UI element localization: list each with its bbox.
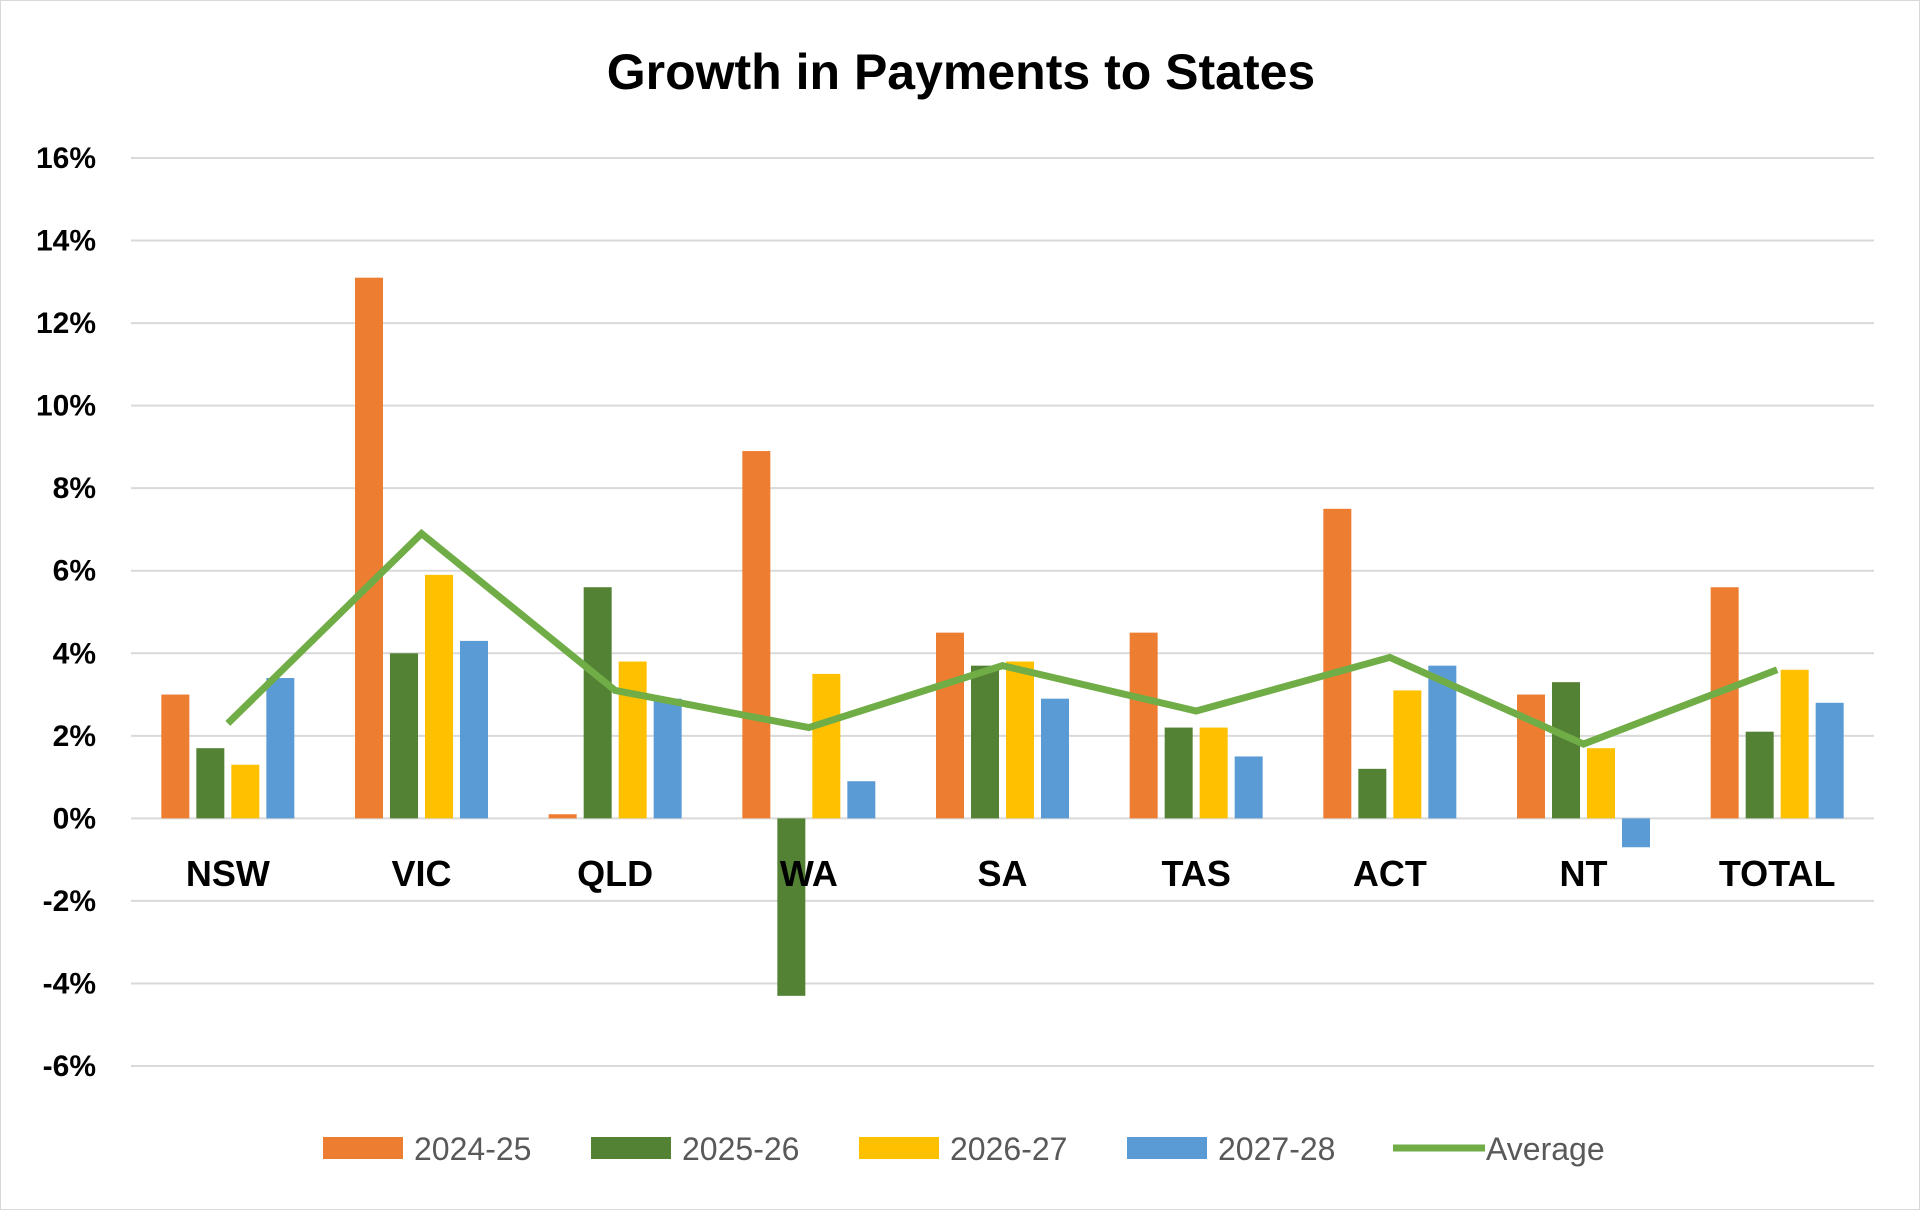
legend-label: 2027-28 <box>1218 1131 1335 1167</box>
bar-2027-28-SA <box>1041 699 1069 819</box>
gridlines <box>131 158 1874 1066</box>
bar-2025-26-TAS <box>1165 728 1193 819</box>
x-tick-label: NT <box>1560 853 1608 894</box>
legend-label: 2025-26 <box>682 1131 799 1167</box>
y-tick-label: -4% <box>43 967 96 1000</box>
y-tick-label: 16% <box>36 142 96 175</box>
bar-2024-25-TAS <box>1130 633 1158 819</box>
y-axis-tick-labels: 16% 14% 12% 10% 8% 6% 4% 2% 0% -2% -4% -6% <box>36 142 96 1083</box>
bar-2026-27-NT <box>1587 748 1615 818</box>
x-tick-label: TAS <box>1162 853 1231 894</box>
y-tick-label: 8% <box>53 472 96 505</box>
bar-2025-26-ACT <box>1358 769 1386 819</box>
legend-swatch-2027-28 <box>1127 1137 1207 1159</box>
y-tick-label: 6% <box>53 555 96 588</box>
bar-2027-28-WA <box>847 781 875 818</box>
legend-label: Average <box>1486 1131 1605 1167</box>
bar-2026-27-TAS <box>1200 728 1228 819</box>
bar-2026-27-VIC <box>425 575 453 819</box>
x-axis-tick-labels: NSW VIC QLD WA SA TAS ACT NT TOTAL <box>186 853 1836 894</box>
bar-2024-25-VIC <box>355 278 383 819</box>
bar-2027-28-NSW <box>266 678 294 818</box>
bar-2025-26-SA <box>971 666 999 819</box>
bar-2024-25-NSW <box>161 695 189 819</box>
bar-2026-27-TOTAL <box>1781 670 1809 819</box>
y-tick-label: -2% <box>43 885 96 918</box>
bar-2027-28-QLD <box>654 699 682 819</box>
legend-swatch-2026-27 <box>859 1137 939 1159</box>
y-tick-label: 0% <box>53 802 96 835</box>
bar-2024-25-TOTAL <box>1711 587 1739 818</box>
bar-2026-27-WA <box>812 674 840 818</box>
y-tick-label: 14% <box>36 225 96 258</box>
x-tick-label: VIC <box>391 853 451 894</box>
bar-2026-27-QLD <box>619 662 647 819</box>
bar-2024-25-ACT <box>1323 509 1351 819</box>
bar-2025-26-TOTAL <box>1746 732 1774 819</box>
bar-2027-28-VIC <box>460 641 488 818</box>
y-tick-label: 12% <box>36 307 96 340</box>
bar-2024-25-WA <box>742 451 770 818</box>
bar-2025-26-VIC <box>390 653 418 818</box>
chart-title: Growth in Payments to States <box>607 44 1315 100</box>
x-tick-label: NSW <box>186 853 270 894</box>
bar-2027-28-TAS <box>1235 756 1263 818</box>
y-tick-label: 4% <box>53 637 96 670</box>
bar-2025-26-QLD <box>584 587 612 818</box>
x-tick-label: TOTAL <box>1719 853 1836 894</box>
bar-2025-26-NT <box>1552 682 1580 818</box>
legend-label: 2024-25 <box>414 1131 531 1167</box>
x-tick-label: WA <box>780 853 838 894</box>
legend: 2024-25 2025-26 2026-27 2027-28 Average <box>323 1131 1605 1167</box>
legend-label: 2026-27 <box>950 1131 1067 1167</box>
bar-2025-26-WA <box>777 818 805 995</box>
y-tick-label: 2% <box>53 720 96 753</box>
bar-2026-27-SA <box>1006 662 1034 819</box>
bar-2025-26-NSW <box>196 748 224 818</box>
bar-2024-25-SA <box>936 633 964 819</box>
y-tick-label: 10% <box>36 390 96 423</box>
x-tick-label: QLD <box>577 853 653 894</box>
bar-2026-27-NSW <box>231 765 259 819</box>
x-tick-label: ACT <box>1353 853 1427 894</box>
legend-swatch-2025-26 <box>591 1137 671 1159</box>
legend-swatch-2024-25 <box>323 1137 403 1159</box>
bar-2026-27-ACT <box>1393 690 1421 818</box>
bar-2027-28-NT <box>1622 818 1650 847</box>
bar-2024-25-QLD <box>549 814 577 818</box>
y-tick-label: -6% <box>43 1050 96 1083</box>
bar-2027-28-TOTAL <box>1816 703 1844 819</box>
x-tick-label: SA <box>977 853 1027 894</box>
